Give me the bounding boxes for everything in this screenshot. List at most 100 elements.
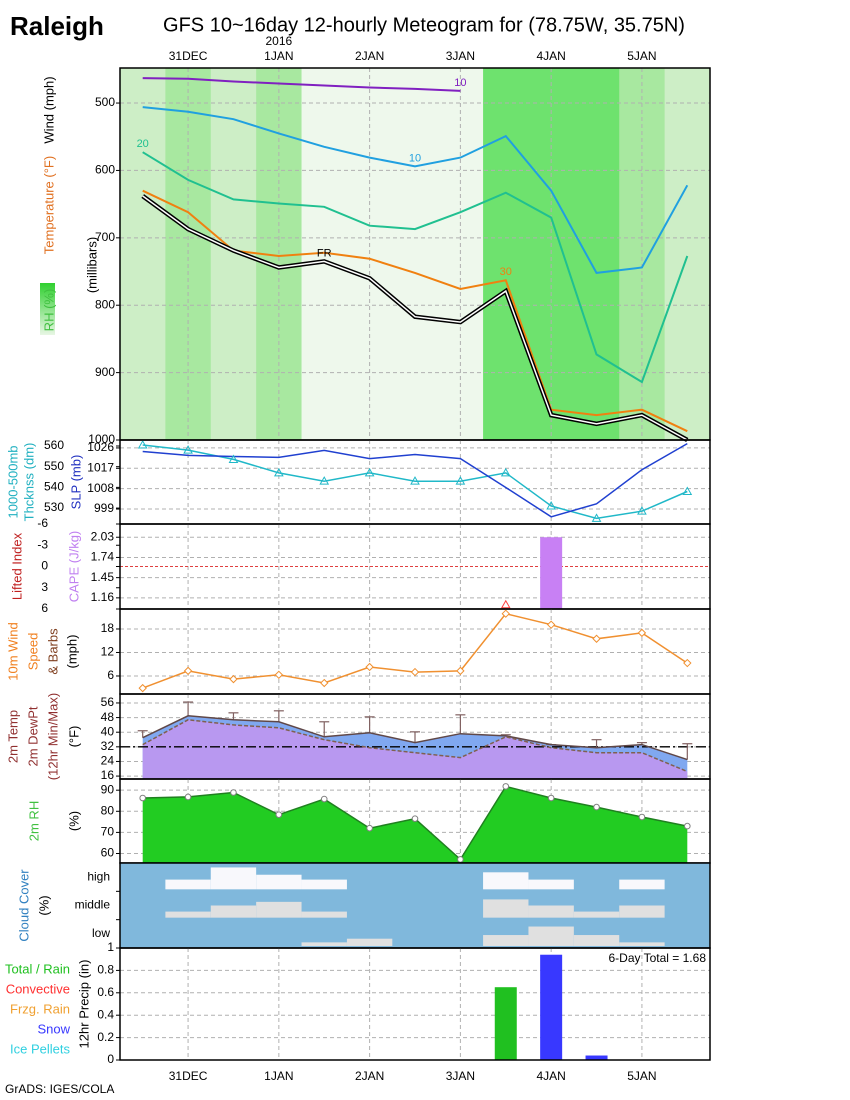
y-tick-label: 0 [41,559,48,573]
top-time-label: 4JAN [536,49,565,63]
y-tick-label: 6 [107,668,114,682]
y-tick-label: 800 [95,297,115,311]
bottom-time-label: 3JAN [446,1069,475,1083]
y-tick-label: 70 [101,825,115,839]
panel-bar [120,524,710,609]
contour-line [142,106,689,274]
contour-label: 20 [137,138,149,150]
cloud-row-label: high [87,869,110,883]
y-tick-label: 3 [41,580,48,594]
axis-label: 2m RH [26,801,41,841]
total-annotation: 6-Day Total = 1.68 [608,951,706,965]
y-tick-label: 80 [101,803,115,817]
axis-label: 2m Temp [5,710,20,763]
triangle-marker [591,513,602,522]
legend-entry: Convective [6,981,70,996]
cloud-bar [256,901,302,918]
bar [540,954,563,1060]
y-tick-label: 0 [107,1052,114,1066]
diamond-marker [501,609,510,618]
y-tick-label: 90 [101,782,115,796]
legend-entry: Ice Pellets [10,1041,70,1056]
cloud-bar [619,942,665,946]
circle-marker [275,811,283,818]
top-time-label: 1JAN [264,49,293,63]
axis-label: Speed [25,633,40,671]
top-time-label: 31DEC [169,49,208,63]
triangle-marker [410,476,420,485]
circle-marker [593,803,600,811]
diamond-marker [592,634,601,643]
chart-title: GFS 10~16day 12-hourly Meteogram for (78… [163,14,685,36]
triangle-marker [637,506,647,515]
panel-frame [119,947,711,1061]
y-tick-label: -3 [37,537,48,551]
y-tick-label: 6 [41,601,48,615]
bottom-time-label: 5JAN [627,1069,656,1083]
cloud-bar [483,935,529,946]
circle-marker [547,794,555,802]
series-line [142,719,688,773]
top-time-label: 3JAN [446,49,475,63]
rh-column [120,68,166,440]
cloud-bar [165,911,211,918]
rh-column [664,68,711,440]
y-tick-label: -6 [37,516,48,530]
triangle-marker [364,467,375,477]
triangle-marker [500,467,511,477]
series-area [142,786,688,863]
bar [494,987,517,1060]
y-tick-label: 48 [101,710,115,724]
axis-label: (%) [66,811,81,831]
circle-marker [366,824,373,832]
bar [540,537,563,609]
y-tick-label: 550 [44,459,64,473]
contour-line [142,77,461,92]
axis-label: 10m Wind [5,622,20,681]
triangle-marker [682,486,693,496]
axis-label: Wind (mph) [41,76,56,143]
circle-marker [139,794,146,802]
diamond-marker [456,666,465,676]
cloud-bar [528,879,574,890]
diamond-marker [637,628,647,638]
bottom-time-label: 4JAN [536,1069,565,1083]
y-tick-label: 1017 [87,460,114,474]
top-time-label: 2JAN [355,49,384,63]
cloud-bar [256,874,302,890]
diamond-marker [410,667,420,677]
diamond-marker [274,670,284,680]
cloud-bar [210,867,257,890]
circle-marker [684,822,691,830]
cloud-bar [619,905,665,918]
y-tick-label: 999 [94,501,114,515]
panel-bar [120,947,710,1061]
series-area [142,719,688,779]
y-tick-label: 0.8 [97,963,114,977]
series-line [142,715,688,761]
diamond-marker [183,666,193,676]
axis-label: (mph) [64,635,79,669]
cloud-bar [210,905,257,918]
panel-line [120,440,710,524]
station-title: Raleigh [10,11,104,41]
diamond-marker [546,620,556,629]
y-tick-label: 1.45 [91,570,115,584]
triangle-marker [319,476,330,485]
triangle-marker [183,445,193,454]
y-tick-label: 560 [44,438,64,452]
freezing-line-core [142,195,688,441]
axis-label: Thcknss (dm) [21,443,36,522]
y-tick-label: 32 [101,739,115,753]
circle-marker [411,815,419,822]
axis-label: (%) [36,895,51,915]
axis-label: Cloud Cover [16,869,31,942]
cloud-bar [573,911,620,918]
cloud-bar [301,879,347,890]
y-tick-label: 16 [101,768,115,782]
axis-label: (12hr Min/Max) [45,693,60,780]
cloud-bar [346,938,393,946]
cloud-bar [483,899,529,918]
circle-marker [230,789,237,796]
